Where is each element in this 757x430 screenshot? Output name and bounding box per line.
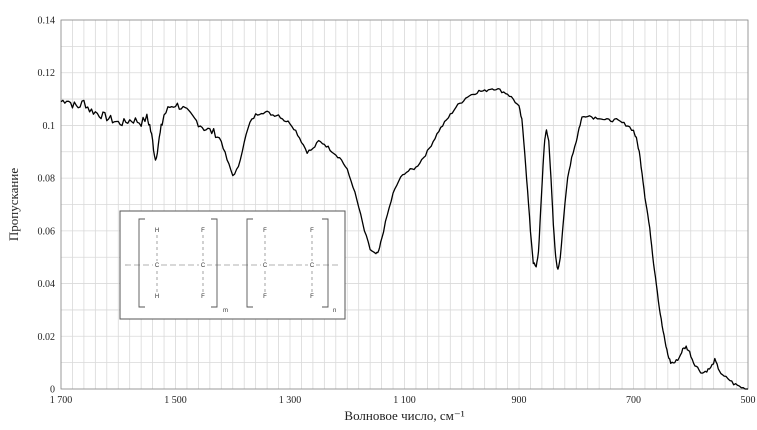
atom-carbon: C — [201, 263, 206, 269]
bracket-close — [322, 218, 329, 308]
subscript-m: m — [223, 308, 228, 314]
atom-top: F — [310, 228, 314, 234]
x-axis-ticks: 1 700 1 500 1 300 1 100 900 700 500 — [50, 395, 756, 406]
grid — [60, 19, 749, 390]
atom-bg — [261, 226, 269, 234]
atom-bottom: H — [155, 294, 159, 300]
x-tick-label: 1 500 — [164, 395, 187, 406]
atom-top: H — [155, 228, 159, 234]
x-tick-label: 1 100 — [393, 395, 416, 406]
plot-area-frame — [60, 19, 749, 390]
atom-bottom: F — [201, 294, 205, 300]
bracket-close — [211, 218, 218, 308]
atom-bg — [153, 261, 161, 269]
y-tick-label: 0.12 — [38, 68, 56, 79]
y-tick-label: 0.08 — [38, 174, 56, 185]
atom-bg — [199, 292, 207, 300]
atom-carbon: C — [155, 263, 160, 269]
x-tick-label: 700 — [626, 395, 641, 406]
bracket-open — [138, 218, 145, 308]
y-axis-ticks: 0 0.02 0.04 0.06 0.08 0.1 0.12 0.14 — [38, 16, 56, 396]
x-tick-label: 1 300 — [279, 395, 302, 406]
subscript-n: n — [333, 308, 336, 314]
x-axis-title: Волновое число, см⁻¹ — [344, 408, 464, 423]
spectrum-line — [60, 88, 748, 390]
x-tick-label: 500 — [741, 395, 756, 406]
y-tick-label: 0 — [50, 385, 55, 396]
atom-bottom: F — [263, 294, 267, 300]
y-tick-label: 0.02 — [38, 332, 56, 343]
x-tick-label: 1 700 — [50, 395, 73, 406]
y-tick-label: 0.14 — [38, 16, 56, 27]
atom-bottom: F — [310, 294, 314, 300]
molecular-structure-inset: H C H F C F F C F F C Fm n — [119, 210, 346, 320]
atom-bg — [153, 292, 161, 300]
atom-bg — [153, 226, 161, 234]
bracket-open — [246, 218, 253, 308]
x-tick-label: 900 — [512, 395, 527, 406]
atom-carbon: C — [263, 263, 268, 269]
y-tick-label: 0.04 — [38, 279, 56, 290]
y-axis-title: Пропускание — [6, 168, 21, 241]
atom-bg — [199, 261, 207, 269]
y-tick-label: 0.06 — [38, 226, 56, 237]
atom-top: F — [201, 228, 205, 234]
atom-bg — [261, 292, 269, 300]
atom-bg — [308, 226, 316, 234]
atom-carbon: C — [310, 263, 315, 269]
atom-bg — [308, 261, 316, 269]
atom-bg — [199, 226, 207, 234]
y-tick-label: 0.1 — [43, 121, 56, 132]
atom-bg — [308, 292, 316, 300]
atom-bg — [261, 261, 269, 269]
atom-top: F — [263, 228, 267, 234]
